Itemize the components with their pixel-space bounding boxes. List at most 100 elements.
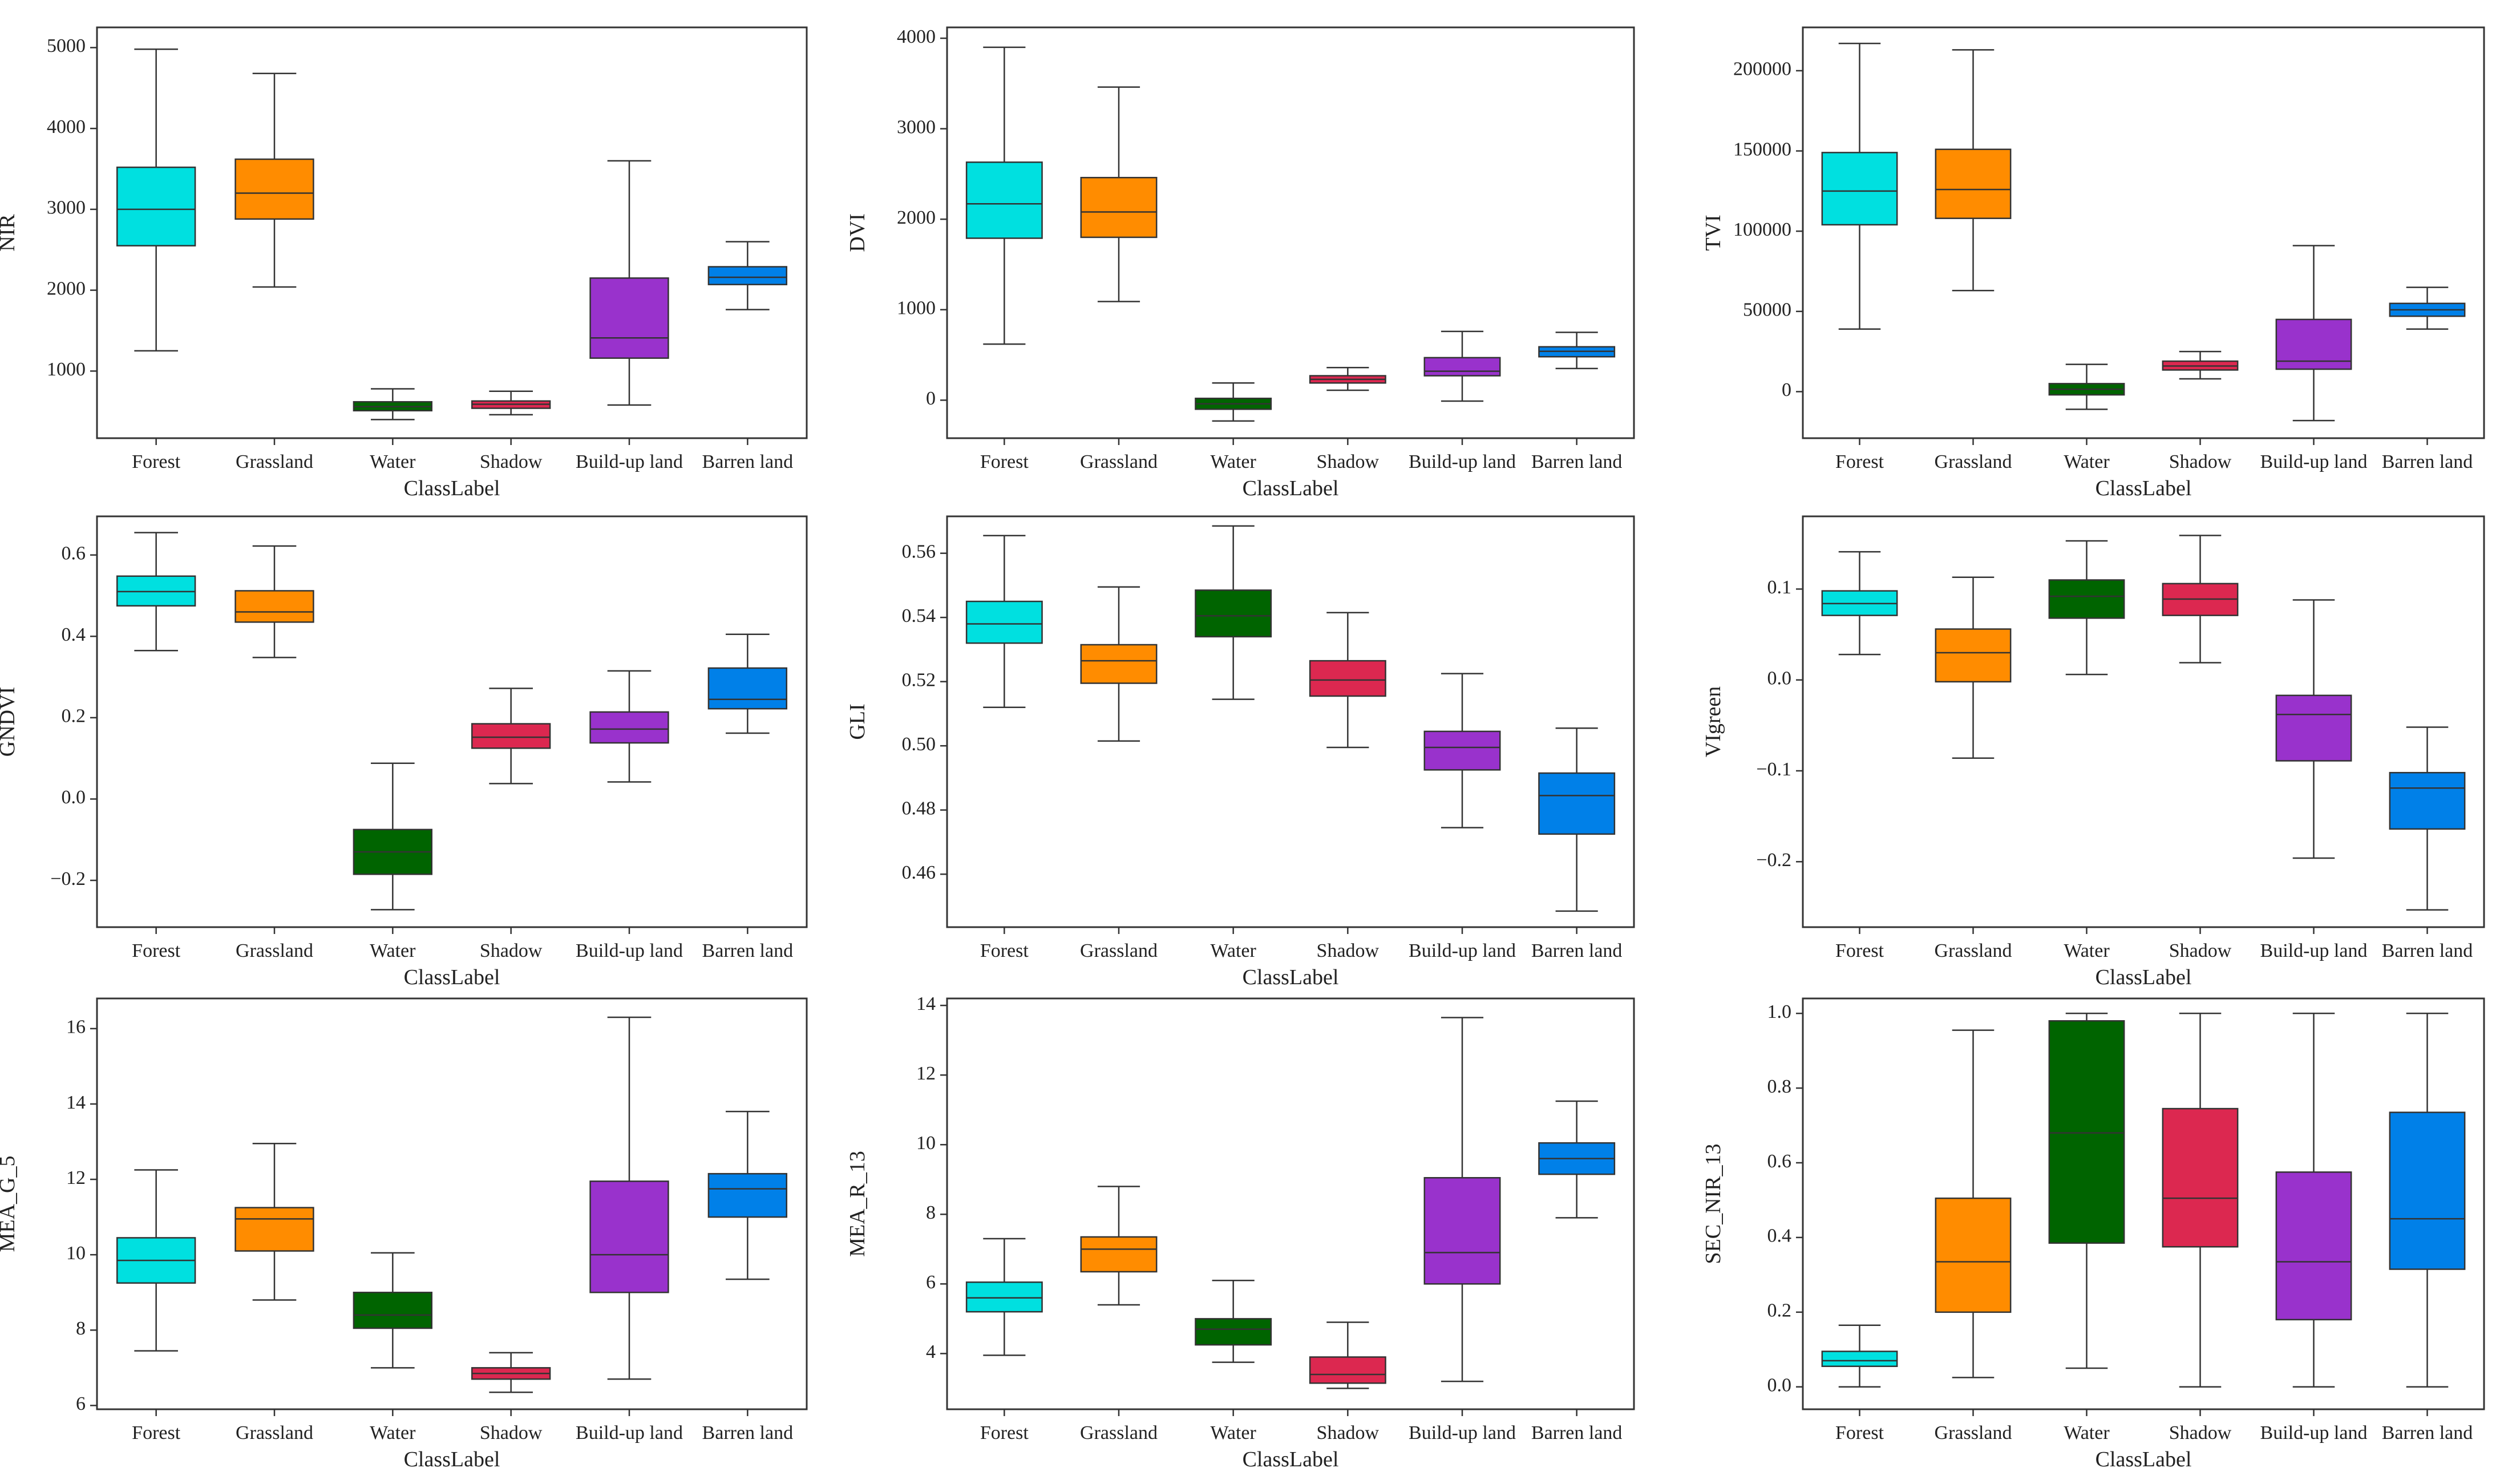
y-tick-label: 4000 [897, 26, 936, 47]
y-tick-label: 4000 [47, 116, 86, 138]
x-tick-label-water: Water [1211, 940, 1257, 961]
iqr-box [1821, 1350, 1898, 1367]
box-water [2048, 540, 2125, 676]
x-tick-label-build-up-land: Build-up land [576, 940, 683, 961]
box-barren-land [2389, 726, 2466, 911]
box-grassland [1935, 576, 2012, 759]
y-tick-label: 1000 [897, 298, 936, 319]
box-grassland [234, 1143, 314, 1301]
iqr-box [1935, 148, 2012, 219]
x-tick-label-water: Water [2064, 1422, 2110, 1443]
box-forest [1821, 42, 1898, 330]
y-tick-label: 4 [926, 1341, 936, 1362]
iqr-box [1423, 357, 1501, 377]
box-water [2048, 363, 2125, 410]
x-tick-label-forest: Forest [980, 1422, 1029, 1443]
box-grassland [1080, 86, 1158, 302]
iqr-box [965, 161, 1043, 239]
y-tick-label: 0.4 [1767, 1226, 1792, 1247]
y-tick-label: 0.2 [62, 706, 86, 727]
x-tick-label-water: Water [2064, 940, 2110, 961]
y-tick-label: 200000 [1733, 59, 1791, 80]
x-tick-label-forest: Forest [132, 1422, 181, 1443]
box-water [353, 388, 433, 420]
iqr-box [116, 166, 196, 246]
y-tick-label: 10 [66, 1243, 86, 1264]
iqr-box [234, 590, 314, 623]
plot-frame [946, 26, 1635, 439]
iqr-box [965, 600, 1043, 644]
box-barren-land [2389, 286, 2466, 330]
box-build-up-land [1423, 673, 1501, 828]
x-tick-label-forest: Forest [980, 451, 1029, 472]
plot-frame [946, 997, 1635, 1410]
box-build-up-land [589, 1016, 669, 1380]
y-tick-label: 2000 [897, 207, 936, 228]
x-tick-label-grassland: Grassland [1935, 940, 2012, 961]
panel-vigreen: −0.2 −0.1 0.0 0.1 Forest Grassland Water Shadow… [1701, 515, 2485, 989]
x-tick-label-build-up-land: Build-up land [576, 451, 683, 472]
x-tick-label-water: Water [370, 940, 416, 961]
plot-frame [1802, 997, 2485, 1410]
iqr-box [234, 1207, 314, 1252]
x-tick-label-water: Water [370, 451, 416, 472]
y-tick-label: 0.48 [902, 798, 936, 819]
y-tick-label: 6 [76, 1393, 86, 1414]
iqr-box [707, 667, 788, 710]
x-tick-label-forest: Forest [1835, 1422, 1884, 1443]
plot-frame [96, 26, 808, 439]
box-grassland [1935, 49, 2012, 292]
iqr-box [1195, 589, 1272, 638]
x-tick-label-shadow: Shadow [480, 940, 543, 961]
iqr-box [1423, 1176, 1501, 1285]
iqr-box [707, 266, 788, 285]
y-tick-label: 50000 [1743, 300, 1791, 321]
box-forest [116, 48, 196, 352]
iqr-box [471, 723, 551, 749]
x-axis-title: ClassLabel [404, 1447, 500, 1471]
y-tick-label: 150000 [1733, 139, 1791, 160]
y-tick-label: 2000 [47, 278, 86, 299]
y-tick-label: 0.1 [1767, 577, 1792, 598]
box-forest [116, 532, 196, 652]
y-tick-label: 0.2 [1767, 1300, 1792, 1321]
x-axis-title: ClassLabel [2096, 476, 2192, 500]
box-forest [116, 1169, 196, 1352]
x-tick-label-grassland: Grassland [1080, 1422, 1158, 1443]
box-water [353, 762, 433, 911]
y-tick-label: 12 [66, 1167, 86, 1188]
box-barren-land [1538, 727, 1616, 912]
plot-frame [1802, 515, 2485, 928]
box-shadow [1309, 1321, 1386, 1389]
box-water [2048, 1012, 2125, 1369]
x-tick-label-forest: Forest [132, 451, 181, 472]
y-tick-label: 16 [66, 1017, 86, 1038]
y-tick-label: 8 [76, 1318, 86, 1339]
x-tick-label-grassland: Grassland [236, 940, 313, 961]
box-shadow [2162, 350, 2239, 380]
box-build-up-land [2275, 599, 2352, 859]
y-axis-title: GNDVI [0, 687, 19, 757]
x-tick-label-barren-land: Barren land [1531, 1422, 1623, 1443]
x-tick-label-shadow: Shadow [2169, 451, 2232, 472]
box-grassland [234, 545, 314, 658]
iqr-box [1080, 1236, 1158, 1273]
y-axis-title: MEA_R_13 [846, 1151, 869, 1257]
x-tick-label-grassland: Grassland [236, 451, 313, 472]
y-tick-label: 0 [926, 388, 936, 409]
iqr-box [1935, 628, 2012, 683]
y-tick-label: 10 [916, 1133, 936, 1154]
panel-dvi: 0 1000 2000 3000 4000 Forest Grassland Water Sha… [846, 26, 1635, 500]
panel-tvi: 0 50000 100000 150000 200000 Forest Grassland W… [1701, 26, 2485, 500]
y-tick-label: 1000 [47, 359, 86, 380]
x-tick-label-water: Water [1211, 451, 1257, 472]
box-shadow [471, 1352, 551, 1393]
y-tick-label: 0.46 [902, 862, 936, 883]
plot-frame [96, 997, 808, 1410]
iqr-box [589, 711, 669, 744]
iqr-box [1309, 660, 1386, 697]
plot-frame [946, 515, 1635, 928]
y-axis-title: DVI [846, 213, 869, 252]
box-barren-land [707, 1110, 788, 1280]
